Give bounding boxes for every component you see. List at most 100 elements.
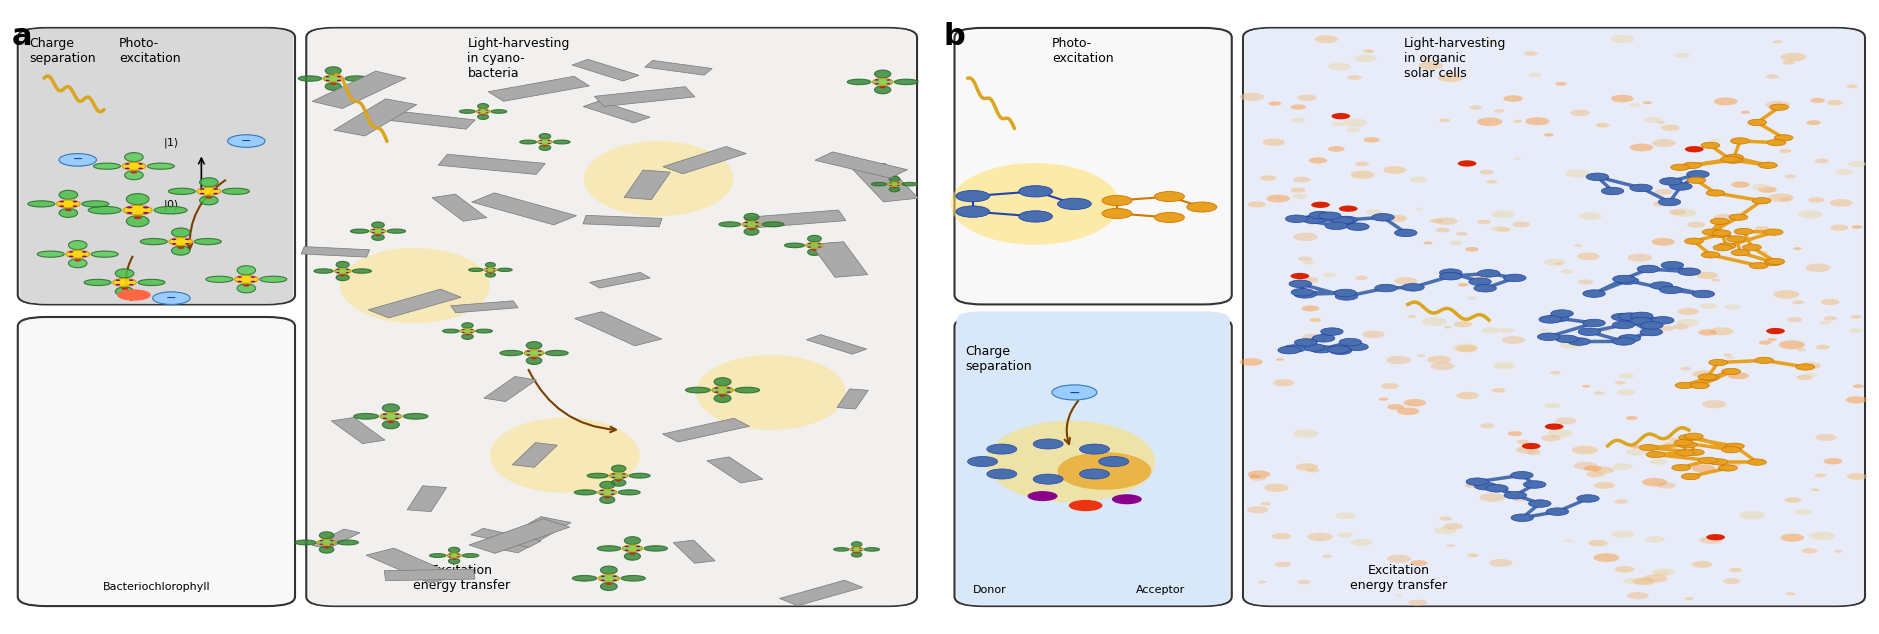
- Circle shape: [346, 269, 349, 270]
- Polygon shape: [485, 377, 537, 401]
- Circle shape: [1629, 184, 1652, 191]
- Circle shape: [70, 256, 73, 257]
- Circle shape: [1706, 190, 1725, 196]
- Circle shape: [1732, 137, 1751, 143]
- Circle shape: [1830, 224, 1849, 231]
- Circle shape: [1751, 184, 1770, 190]
- Circle shape: [1725, 304, 1740, 309]
- Circle shape: [1659, 326, 1674, 331]
- Circle shape: [1381, 383, 1398, 389]
- Circle shape: [1768, 193, 1794, 202]
- Circle shape: [1625, 416, 1638, 420]
- Circle shape: [1291, 288, 1313, 296]
- Circle shape: [1714, 98, 1738, 105]
- Circle shape: [143, 212, 148, 214]
- Circle shape: [1351, 539, 1372, 546]
- Circle shape: [1670, 164, 1689, 171]
- Circle shape: [130, 171, 137, 174]
- Circle shape: [1676, 382, 1695, 389]
- Ellipse shape: [864, 548, 879, 551]
- Ellipse shape: [147, 163, 175, 169]
- Circle shape: [387, 421, 395, 423]
- Circle shape: [1479, 170, 1494, 174]
- Circle shape: [1492, 210, 1514, 218]
- Circle shape: [1283, 345, 1306, 353]
- Circle shape: [1409, 600, 1426, 606]
- Circle shape: [1556, 417, 1576, 424]
- Polygon shape: [334, 99, 417, 136]
- Circle shape: [1366, 209, 1383, 215]
- Circle shape: [1687, 222, 1704, 228]
- Circle shape: [1422, 57, 1430, 60]
- Ellipse shape: [611, 465, 626, 472]
- Ellipse shape: [237, 284, 256, 293]
- Circle shape: [1327, 346, 1349, 353]
- Circle shape: [1725, 154, 1744, 160]
- Circle shape: [622, 477, 626, 478]
- Ellipse shape: [171, 228, 190, 237]
- Circle shape: [1240, 93, 1265, 101]
- Circle shape: [1687, 177, 1706, 183]
- Circle shape: [1847, 84, 1858, 88]
- Circle shape: [539, 140, 543, 141]
- Circle shape: [331, 543, 334, 545]
- Ellipse shape: [902, 183, 917, 186]
- Ellipse shape: [686, 387, 710, 393]
- Ellipse shape: [872, 183, 887, 186]
- Circle shape: [1364, 137, 1379, 143]
- Circle shape: [1616, 389, 1635, 396]
- Circle shape: [1481, 424, 1496, 428]
- Ellipse shape: [199, 196, 218, 205]
- Circle shape: [1312, 202, 1330, 208]
- Circle shape: [1623, 578, 1640, 584]
- Circle shape: [1443, 523, 1464, 529]
- Circle shape: [1469, 275, 1488, 281]
- Circle shape: [1486, 180, 1498, 184]
- Ellipse shape: [498, 268, 513, 271]
- Circle shape: [1721, 368, 1740, 375]
- Circle shape: [177, 247, 184, 249]
- Circle shape: [1154, 212, 1184, 223]
- Circle shape: [1659, 198, 1680, 206]
- Circle shape: [1310, 318, 1321, 322]
- Circle shape: [477, 110, 481, 111]
- Circle shape: [1456, 345, 1477, 353]
- Circle shape: [1291, 273, 1310, 279]
- Circle shape: [126, 207, 132, 209]
- Circle shape: [744, 222, 748, 223]
- Ellipse shape: [588, 473, 609, 478]
- Circle shape: [1494, 109, 1505, 113]
- Ellipse shape: [351, 229, 368, 233]
- Circle shape: [543, 145, 547, 146]
- Circle shape: [1685, 238, 1702, 244]
- Circle shape: [1618, 373, 1635, 378]
- Circle shape: [1265, 484, 1289, 492]
- Circle shape: [1729, 214, 1747, 221]
- Circle shape: [1685, 146, 1704, 152]
- FancyBboxPatch shape: [1244, 28, 1866, 606]
- Circle shape: [1323, 555, 1332, 558]
- Circle shape: [1796, 364, 1815, 370]
- Circle shape: [1263, 138, 1285, 146]
- Circle shape: [1576, 495, 1599, 502]
- Circle shape: [1573, 446, 1597, 455]
- Circle shape: [1614, 381, 1625, 385]
- Ellipse shape: [598, 546, 620, 551]
- Circle shape: [1513, 120, 1522, 123]
- Circle shape: [1268, 101, 1281, 106]
- Circle shape: [887, 182, 902, 186]
- Circle shape: [872, 79, 893, 86]
- Circle shape: [1449, 241, 1462, 245]
- Circle shape: [1276, 358, 1283, 361]
- Circle shape: [1674, 439, 1693, 446]
- Circle shape: [1809, 98, 1825, 103]
- Circle shape: [1774, 40, 1781, 43]
- Circle shape: [1823, 316, 1838, 321]
- Circle shape: [1539, 329, 1548, 332]
- Ellipse shape: [85, 280, 111, 285]
- Circle shape: [1477, 219, 1490, 224]
- Circle shape: [1387, 555, 1411, 563]
- Circle shape: [1295, 290, 1317, 298]
- Circle shape: [1740, 111, 1749, 114]
- Circle shape: [1747, 459, 1766, 465]
